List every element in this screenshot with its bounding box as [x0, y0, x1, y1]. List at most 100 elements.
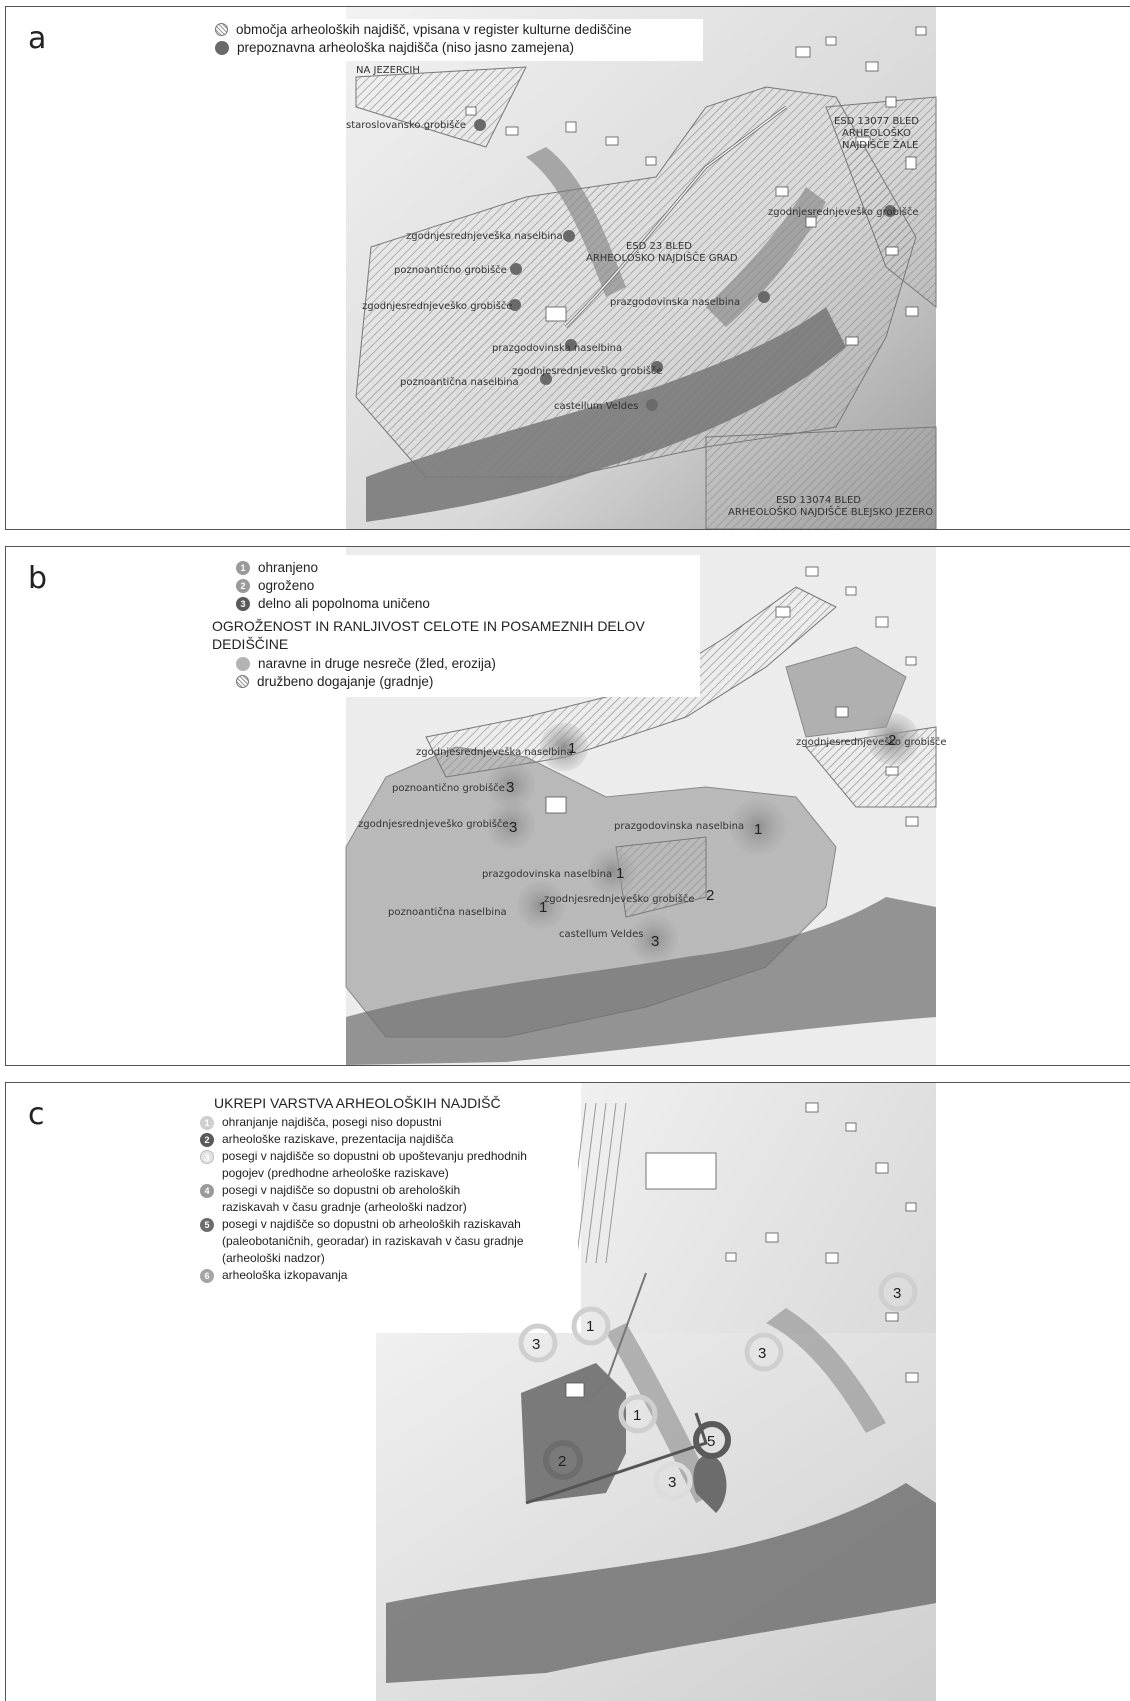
- legend-a-row-1: območja arheoloških najdišč, vpisana v r…: [215, 21, 695, 39]
- legend-c-row-5: 5 posegi v najdišče so dopustni ob arheo…: [200, 1216, 570, 1267]
- number-b-prazg-mid: 1: [616, 865, 624, 882]
- legend-c-text-5b: (paleobotaničnih, georadar) in raziskava…: [222, 1234, 524, 1248]
- map-c: 1 3 3 3 1 2 5 3: [376, 1083, 936, 1701]
- label-castellum: castellum Veldes: [554, 401, 638, 412]
- hatched-circle-icon: [236, 675, 249, 688]
- panel-b: zgodnjesrednjeveško grobišče zgodnjesred…: [5, 546, 1130, 1066]
- legend-b-text-4: naravne in druge nesreče (žled, erozija): [258, 656, 496, 671]
- label-na-jezercih: NA JEZERCIH: [356, 65, 420, 76]
- label-b-zgodnje-grobisce: zgodnjesrednjeveško grobišče: [358, 818, 509, 830]
- label-esd13077-c: NAJDIŠČE ŽALE: [842, 138, 918, 151]
- legend-b-text-3: delno ali popolnoma uničeno: [258, 596, 430, 611]
- number-c-1-mid: 1: [633, 1407, 641, 1424]
- number-3-icon: 3: [236, 597, 250, 611]
- legend-c-text-1: ohranjanje najdišča, posegi niso dopustn…: [222, 1115, 442, 1129]
- number-c-3-bottom: 3: [668, 1474, 676, 1491]
- number-c-2: 2: [558, 1453, 566, 1470]
- number-c-1-top: 1: [586, 1318, 594, 1335]
- hatched-corridor: [425, 586, 837, 778]
- legend-c-text-2: arheološke raziskave, prezentacija najdi…: [222, 1132, 454, 1146]
- number-b-zgodnje-grob: 3: [509, 819, 517, 836]
- label-zgodnje-naselbina: zgodnjesrednjeveška naselbina: [406, 230, 563, 242]
- legend-c: UKREPI VARSTVA ARHEOLOŠKIH NAJDIŠČ 1 ohr…: [196, 1087, 578, 1290]
- label-b-poznoanticno-grobisce: poznoantično grobišče: [392, 782, 505, 794]
- label-zgodnje-grob-right: zgodnjesrednjeveško grobišče: [768, 206, 919, 218]
- label-prazg-naselbina-1: prazgodovinska naselbina: [610, 297, 740, 308]
- slope-band-c: [386, 1483, 936, 1683]
- label-prazg-naselbina-2: prazgodovinska naselbina: [492, 343, 622, 354]
- legend-c-text-4b: raziskavah v času gradnje (arheološki na…: [222, 1200, 467, 1214]
- label-b-prazg-2: prazgodovinska naselbina: [482, 869, 612, 880]
- number-b-castellum: 3: [651, 933, 659, 950]
- label-zgodnje-grobisce-2: zgodnjesrednjeveško grobišče: [512, 365, 663, 377]
- label-b-castellum: castellum Veldes: [559, 929, 643, 940]
- legend-c-text-3a: posegi v najdišče so dopustni ob upoštev…: [222, 1149, 527, 1163]
- protection-rings: [518, 1272, 918, 1501]
- number-c-3-far: 3: [893, 1285, 901, 1302]
- legend-b-row-2: 2 ogroženo: [236, 577, 694, 595]
- legend-b-text-5: družbeno dogajanje (gradnje): [257, 674, 434, 689]
- ring-6-icon: 6: [200, 1269, 214, 1283]
- legend-c-heading: UKREPI VARSTVA ARHEOLOŠKIH NAJDIŠČ: [214, 1095, 501, 1111]
- legend-c-row-3: 3 posegi v najdišče so dopustni ob upošt…: [200, 1148, 570, 1182]
- number-2-icon: 2: [236, 579, 250, 593]
- ring-5-icon: 5: [200, 1218, 214, 1232]
- label-esd13077-b: ARHEOLOŠKO: [842, 126, 911, 139]
- number-b-prazg-right: 1: [754, 821, 762, 838]
- legend-b-text-1: ohranjeno: [258, 560, 319, 575]
- legend-c-text-4a: posegi v najdišče so dopustni ob areholo…: [222, 1183, 461, 1197]
- number-1-icon: 1: [236, 561, 250, 575]
- label-esd23: ESD 23 BLED: [626, 241, 692, 252]
- hatched-circle-icon: [215, 23, 228, 36]
- ring-3-icon: 3: [200, 1150, 214, 1164]
- label-b-prazg-1: prazgodovinska naselbina: [614, 821, 744, 832]
- panel-letter-c: c: [28, 1097, 45, 1132]
- legend-b-row-4: naravne in druge nesreče (žled, erozija): [236, 655, 694, 673]
- grey-circle-icon: [236, 657, 250, 671]
- legend-c-row-4: 4 posegi v najdišče so dopustni ob areho…: [200, 1182, 570, 1216]
- label-esd23-b: ARHEOLOŠKO NAJDIŠČE GRAD: [586, 251, 738, 264]
- label-b-poznoanticna-naselbina: poznoantična naselbina: [388, 906, 507, 918]
- number-b-poznoanticno: 3: [506, 779, 514, 796]
- legend-b-row-3: 3 delno ali popolnoma uničeno: [236, 595, 694, 613]
- buildings-c: [565, 1102, 919, 1398]
- legend-b-heading: OGROŽENOST IN RANLJIVOST CELOTE IN POSAM…: [212, 618, 645, 652]
- label-b-zgodnje-naselbina: zgodnjesrednjeveška naselbina: [416, 746, 573, 758]
- legend-c-text-5c: (arheološki nadzor): [222, 1251, 325, 1265]
- legend-a-text-1: območja arheoloških najdišč, vpisana v r…: [236, 22, 632, 37]
- ring-2-icon: 2: [200, 1133, 214, 1147]
- legend-b-row-1: 1 ohranjeno: [236, 559, 694, 577]
- number-b-naselbina: 1: [568, 740, 576, 757]
- label-poznoanticna-naselbina: poznoantična naselbina: [400, 376, 519, 388]
- ring-4-icon: 4: [200, 1184, 214, 1198]
- legend-a-text-2: prepoznavna arheološka najdišča (niso ja…: [237, 40, 574, 55]
- number-b-grob2: 2: [706, 887, 714, 904]
- panel-letter-a: a: [28, 21, 47, 56]
- legend-c-row-6: 6 arheološka izkopavanja: [200, 1267, 570, 1284]
- label-b-zgodnje-grob-right: zgodnjesrednjeveško grobišče: [796, 736, 947, 748]
- label-esd13077: ESD 13077 BLED: [834, 116, 919, 127]
- label-zgodnje-grobisce: zgodnjesrednjeveško grobišče: [362, 300, 513, 312]
- legend-c-text-6: arheološka izkopavanja: [222, 1268, 348, 1282]
- number-b-right: 2: [888, 732, 896, 749]
- label-esd13074-b: ARHEOLOŠKO NAJDIŠČE BLEJSKO JEZERO: [728, 505, 933, 518]
- map-a: NA JEZERCIH staroslovansko grobišče ESD …: [346, 7, 937, 529]
- label-b-zgodnje-grobisce-2: zgodnjesrednjeveško grobišče: [544, 893, 695, 905]
- panel-letter-b: b: [28, 561, 48, 596]
- label-poznoanticno-grobisce: poznoantično grobišče: [394, 264, 507, 276]
- legend-c-text-5a: posegi v najdišče so dopustni ob arheolo…: [222, 1217, 521, 1231]
- number-c-5: 5: [707, 1433, 715, 1450]
- ring-1-icon: 1: [200, 1116, 214, 1130]
- site-dots: [474, 119, 896, 411]
- legend-b-text-2: ogroženo: [258, 578, 315, 593]
- legend-a-row-2: prepoznavna arheološka najdišča (niso ja…: [215, 39, 695, 57]
- number-b-poznoanticna: 1: [539, 899, 547, 916]
- legend-b-row-5: družbeno dogajanje (gradnje): [236, 673, 694, 691]
- legend-c-text-3b: pogojev (predhodne arheološke raziskave): [222, 1166, 449, 1180]
- buildings-b: [545, 566, 919, 827]
- panel-c: 1 3 3 3 1 2 5 3 c UKREPI VARSTVA ARHEOLO…: [5, 1082, 1130, 1701]
- legend-c-row-1: 1 ohranjanje najdišča, posegi niso dopus…: [200, 1114, 570, 1131]
- threat-blobs: [487, 713, 919, 963]
- number-c-3-right: 3: [758, 1345, 766, 1362]
- number-c-3-left: 3: [532, 1336, 540, 1353]
